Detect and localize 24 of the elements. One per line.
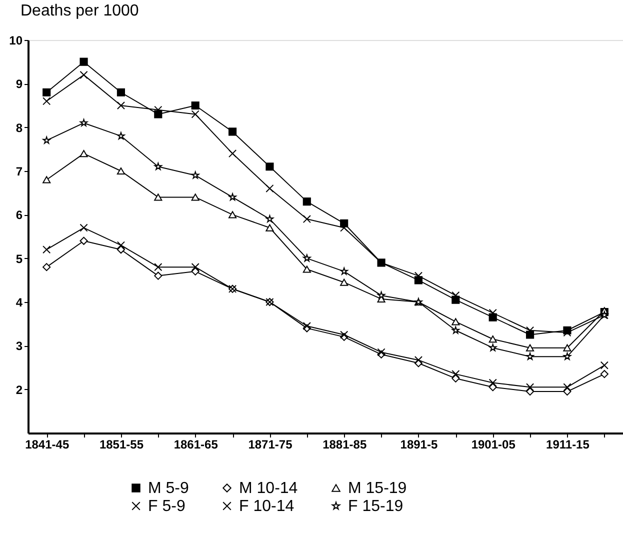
y-tick-label: 4	[16, 296, 23, 310]
y-tick-label: 3	[16, 339, 23, 354]
x-tick-label: 1901-05	[471, 438, 516, 452]
y-tick-label: 10	[9, 34, 23, 48]
y-tick-label: 6	[16, 208, 23, 222]
legend-label: F 5-9	[148, 498, 186, 515]
legend-label: M 5-9	[148, 480, 189, 497]
x-tick-label: 1891-5	[400, 438, 438, 452]
x-tick-label: 1881-85	[322, 438, 367, 452]
x-tick-label: 1851-55	[99, 438, 144, 452]
legend-label: F 15-19	[348, 498, 404, 515]
y-tick-label: 2	[16, 382, 23, 397]
y-axis-title: Deaths per 1000	[20, 2, 139, 20]
x-tick-label: 1861-65	[174, 438, 218, 452]
x-tick-label: 1841-45	[25, 438, 70, 452]
x-tick-label: 1871-75	[248, 438, 293, 452]
y-tick-label: 5	[16, 252, 23, 266]
x-tick-label: 1911-15	[546, 438, 590, 452]
legend-label: M 15-19	[348, 480, 407, 497]
legend-label: M 10-14	[239, 480, 298, 497]
y-tick-label: 7	[16, 164, 23, 178]
y-tick-label: 9	[16, 77, 23, 92]
y-tick-label: 8	[16, 120, 23, 135]
legend-label: F 10-14	[239, 498, 294, 515]
